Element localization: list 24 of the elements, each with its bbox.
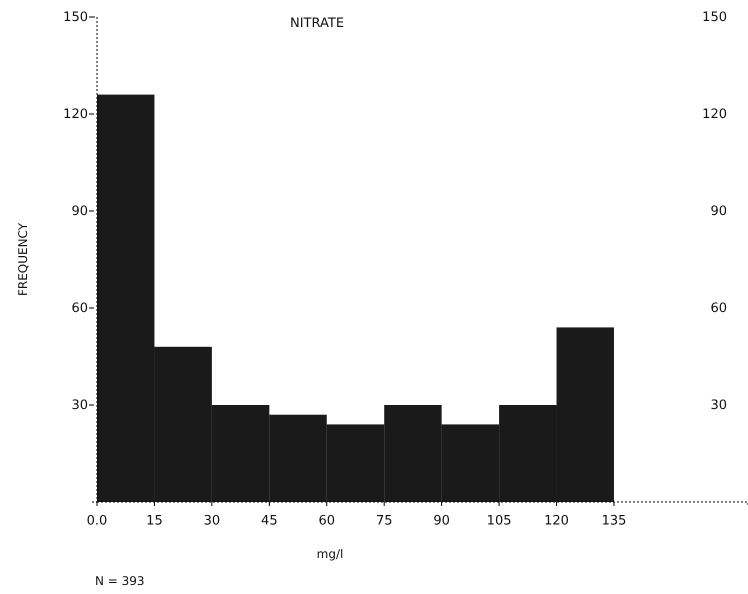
y-axis-title: FREQUENCY bbox=[16, 222, 30, 296]
y2-tick-label: 90 bbox=[710, 204, 727, 220]
text: N = 393 bbox=[95, 574, 145, 588]
x-tick-label: 60 bbox=[318, 514, 336, 529]
y-tick-label: 90 bbox=[71, 204, 88, 220]
x-tick-label: 75 bbox=[376, 514, 392, 529]
x-axis-title: mg/l bbox=[316, 547, 344, 561]
x-tick-label: 0.0 bbox=[86, 514, 108, 529]
x-tick-label: 90 bbox=[433, 514, 450, 529]
y2-tick-label: 120 bbox=[702, 107, 727, 122]
x-tick-label: 135 bbox=[602, 514, 626, 529]
x-tick-label: 30 bbox=[204, 514, 220, 529]
x-tick-label: 120 bbox=[544, 514, 569, 529]
x-tick-label: 45 bbox=[261, 514, 278, 529]
y-tick-label: 120 bbox=[63, 107, 88, 122]
y2-tick-label: 30 bbox=[710, 398, 727, 414]
chart-title: NITRATE bbox=[290, 16, 344, 31]
y-tick-label: 150 bbox=[63, 10, 88, 26]
y2-tick-label: 60 bbox=[710, 301, 727, 316]
x-tick-label: 15 bbox=[146, 514, 163, 529]
x-tick-label: 105 bbox=[486, 514, 512, 529]
y-tick-label: 60 bbox=[71, 301, 88, 316]
y2-tick-label: 150 bbox=[702, 10, 727, 26]
y-tick-label: 30 bbox=[71, 398, 88, 414]
